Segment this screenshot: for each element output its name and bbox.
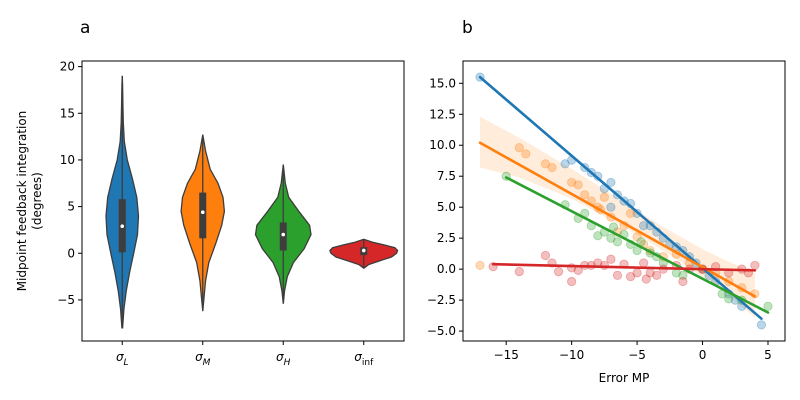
scatter-point [639,258,649,268]
y-tick-label: 0.0 [437,262,456,276]
x-tick-label-symbol: σ [276,350,284,364]
scatter-point [540,159,551,169]
scatter-point [641,274,651,284]
x-tick-label: σL [116,350,129,368]
y-tick-label: 15 [60,106,75,120]
violin-median-dot [120,224,125,228]
scatter-point [567,276,577,287]
x-tick-label-symbol: σ [195,350,203,364]
scatter-point [540,250,551,261]
scatter-point [599,260,609,271]
scatter-point [652,270,662,280]
scatter-point [573,180,583,190]
plot-frame [462,60,786,342]
confidence-band [480,116,755,318]
scatter-point [606,254,616,264]
scatter-point [514,267,524,277]
x-tick-label: σinf [354,350,374,368]
x-tick-label-subscript: L [124,358,129,368]
scatter-point [475,260,485,271]
scatter-point [599,192,609,202]
scatter-point [750,260,760,271]
scatter-point [521,149,531,159]
violin-median-dot [281,232,286,237]
y-tick-label: 10.0 [429,138,456,152]
scatter-point [678,270,688,280]
violin-iqr-box [279,222,287,251]
scatter-point [763,301,773,311]
panel-b-scatter-chart: −5.0 −2.5 0.0 2.5 5.0 7.5 10.0 12.5 15.0 −15 −10 −5… [427,60,786,385]
scatter-point [724,294,734,304]
x-tick-label-subscript: inf [362,358,374,368]
scatter-point [639,221,649,231]
scatter-point [678,276,688,287]
x-tick-label: σM [195,350,211,368]
y-tick-label: 0 [67,246,75,260]
scatter-point [553,267,564,277]
panel-label-b: b [462,18,473,38]
x-tick-label: −10 [559,348,584,362]
y-tick-label: 7.5 [437,169,456,183]
scatter-point [632,232,642,242]
scatter-point [632,268,642,278]
y-tick-label: −5 [57,293,75,307]
x-axis-label: Error MP [599,371,650,385]
x-tick-label: 0 [699,348,707,362]
x-tick-label-symbol: σ [354,350,362,364]
y-tick-label: 5 [67,200,75,214]
x-tick-label: −15 [494,348,519,362]
x-tick-label-symbol: σ [116,350,124,364]
y-tick-label: 20 [60,60,75,74]
y-tick-label: −2.5 [427,293,456,307]
x-tick-label-subscript: M [203,358,211,368]
scatter-point [560,159,570,169]
scatter-point [606,177,616,188]
y-tick-label: 15.0 [429,76,456,90]
scatter-point [514,143,524,153]
y-axis-label-line: (degrees) [30,172,44,230]
y-tick-label: 5.0 [437,200,456,214]
scatter-point [606,202,616,212]
scatter-point [608,222,619,232]
scatter-point [612,270,623,280]
regression-line [491,262,757,272]
scatter-point [567,177,577,188]
regression-line [478,141,757,298]
y-tick-label: 10 [60,153,75,167]
violin-median-dot [361,248,366,253]
scatter-point [756,320,767,330]
x-tick-label: 5 [764,348,772,362]
x-tick-label-subscript: H [284,358,291,368]
scatter-point [625,208,636,218]
regression-line [478,75,763,320]
y-tick-label: −5.0 [427,324,456,338]
panel-label-a: a [80,18,90,38]
violin-median-dot [200,210,205,214]
y-axis-label: Midpoint feedback integration(degrees) [15,111,44,292]
x-tick-label: −5 [628,348,646,362]
y-tick-label: 2.5 [437,231,456,245]
x-tick-label: σH [276,350,291,368]
plot-frame [81,60,405,342]
scatter-point [593,231,603,241]
scatter-point [547,162,557,173]
panel-b-plot-area [475,72,773,330]
regression-line [504,176,770,314]
scatter-point [612,237,623,247]
scatter-point [580,190,590,200]
panel-a-violin-chart: −5 0 5 10 15 20 Midpoint feedback integration(… [15,60,405,368]
scatter-point [606,233,616,243]
scatter-point [625,271,636,282]
y-tick-label: 12.5 [429,107,456,121]
y-axis-label-line: Midpoint feedback integration [15,111,29,292]
violin-iqr-box [199,192,207,239]
